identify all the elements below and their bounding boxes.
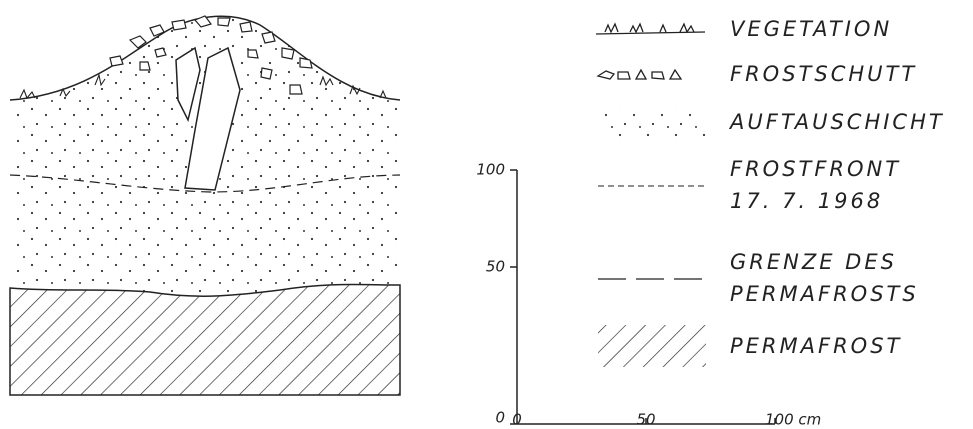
x-label: 0 — [512, 411, 522, 429]
y-label: 100 — [476, 161, 505, 179]
cross-section — [9, 15, 401, 396]
legend-label: PERMAFROST — [730, 334, 902, 358]
legend-label: AUFTAUSCHICHT — [728, 110, 945, 134]
x-label: 50 — [636, 411, 655, 429]
scale-labels: 100 50 0 0 50 100 cm — [476, 161, 821, 429]
legend-label: FROSTSCHUTT — [730, 62, 917, 86]
legend-label: 17. 7. 1968 — [730, 189, 883, 213]
y-label: 0 — [495, 409, 505, 427]
legend-label: PERMAFROSTS — [730, 282, 919, 306]
legend-label: GRENZE DES — [730, 250, 897, 274]
legend-label: VEGETATION — [730, 17, 892, 41]
x-label: 100 cm — [765, 411, 821, 429]
legend-symbols — [595, 22, 706, 367]
scale — [510, 169, 776, 425]
legend-texts: VEGETATION FROSTSCHUTT AUFTAUSCHICHT FRO… — [728, 17, 945, 358]
legend-label: FROSTFRONT — [730, 157, 901, 181]
y-label: 50 — [486, 258, 505, 276]
